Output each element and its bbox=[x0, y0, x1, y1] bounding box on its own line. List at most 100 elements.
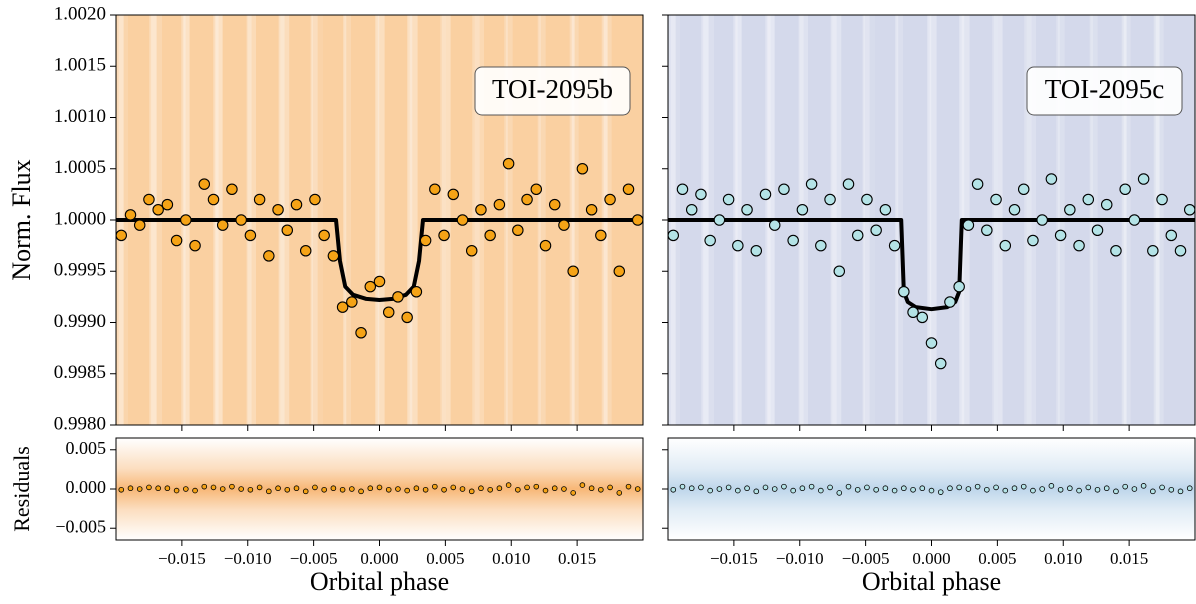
data-point bbox=[762, 484, 769, 491]
data-point bbox=[1082, 193, 1095, 206]
data-point bbox=[1054, 229, 1067, 242]
data-point bbox=[318, 229, 330, 242]
data-point bbox=[1174, 245, 1187, 257]
data-point bbox=[542, 487, 549, 494]
data-point bbox=[302, 488, 309, 495]
data-point bbox=[533, 483, 540, 490]
annotation: TOI-2095c bbox=[1045, 74, 1164, 104]
data-point bbox=[1036, 214, 1048, 226]
data-point bbox=[281, 224, 294, 237]
data-point bbox=[468, 488, 475, 495]
data-point bbox=[1073, 239, 1085, 252]
data-point bbox=[1128, 214, 1141, 226]
data-point bbox=[180, 214, 192, 226]
x-tick-label: 0.015 bbox=[1110, 549, 1148, 568]
data-point bbox=[336, 301, 349, 313]
data-point bbox=[845, 483, 852, 490]
plot-area bbox=[118, 482, 641, 496]
data-point bbox=[263, 250, 275, 262]
data-point bbox=[226, 183, 238, 196]
data-point bbox=[170, 234, 183, 247]
data-point bbox=[925, 337, 938, 349]
data-point bbox=[625, 483, 632, 490]
data-point bbox=[707, 487, 713, 494]
data-point bbox=[944, 296, 956, 308]
data-point bbox=[376, 484, 383, 491]
model-line bbox=[668, 218, 1195, 312]
data-point bbox=[133, 219, 146, 231]
plot-area bbox=[668, 173, 1195, 370]
data-point bbox=[604, 193, 616, 206]
data-point bbox=[854, 486, 861, 493]
data-point bbox=[373, 275, 386, 288]
data-point bbox=[321, 486, 327, 493]
data-point bbox=[891, 487, 898, 494]
data-point bbox=[392, 291, 404, 303]
data-point bbox=[238, 486, 244, 492]
data-point bbox=[198, 178, 211, 190]
axes-frame bbox=[115, 437, 644, 541]
data-point bbox=[152, 204, 164, 216]
band-stripe bbox=[927, 15, 931, 425]
data-point bbox=[355, 326, 367, 339]
band-stripe bbox=[410, 15, 418, 425]
data-point bbox=[216, 219, 229, 231]
data-point bbox=[622, 183, 635, 196]
x-axis-label: Orbital phase bbox=[862, 567, 1001, 596]
data-point bbox=[244, 229, 257, 242]
data-point bbox=[753, 488, 760, 495]
data-point bbox=[484, 229, 496, 242]
x-tick-label: 0.000 bbox=[912, 549, 950, 568]
data-point bbox=[695, 188, 707, 201]
data-point bbox=[548, 198, 561, 211]
data-point bbox=[1002, 487, 1009, 494]
data-point bbox=[1150, 488, 1156, 495]
y-tick-label: 1.0000 bbox=[54, 208, 106, 229]
data-point bbox=[1085, 484, 1092, 491]
data-point bbox=[299, 245, 312, 257]
data-point bbox=[382, 306, 395, 318]
data-point bbox=[698, 484, 704, 491]
data-point bbox=[722, 193, 735, 206]
data-point bbox=[312, 484, 318, 491]
data-point bbox=[339, 486, 346, 493]
data-point bbox=[579, 482, 586, 488]
data-point bbox=[879, 204, 892, 216]
data-point bbox=[456, 214, 469, 226]
data-point bbox=[993, 484, 999, 491]
data-point bbox=[827, 484, 833, 491]
data-point bbox=[290, 198, 303, 211]
band-stripe bbox=[375, 15, 379, 425]
x-tick-label: −0.005 bbox=[290, 549, 338, 568]
data-point bbox=[284, 486, 291, 493]
data-point bbox=[1076, 487, 1082, 494]
data-point bbox=[910, 486, 916, 493]
plot-area bbox=[116, 157, 643, 339]
data-point bbox=[1110, 245, 1122, 257]
data-point bbox=[1048, 483, 1055, 489]
data-point bbox=[364, 280, 377, 293]
data-point bbox=[1103, 485, 1110, 492]
data-point bbox=[842, 178, 855, 190]
data-point bbox=[272, 204, 284, 216]
data-point bbox=[971, 178, 984, 190]
data-point bbox=[805, 178, 818, 190]
data-point bbox=[173, 487, 180, 494]
y-axis-label: Norm. Flux bbox=[7, 159, 36, 280]
data-point bbox=[1122, 483, 1128, 490]
data-point bbox=[999, 239, 1012, 252]
data-point bbox=[1011, 485, 1018, 492]
data-point bbox=[475, 204, 487, 216]
data-point bbox=[136, 486, 143, 492]
band-stripe bbox=[409, 15, 413, 425]
data-point bbox=[882, 485, 889, 492]
data-point bbox=[741, 204, 753, 216]
data-point bbox=[275, 485, 281, 492]
data-point bbox=[1100, 198, 1113, 211]
data-point bbox=[219, 486, 226, 492]
data-point bbox=[585, 204, 598, 216]
data-point bbox=[1177, 488, 1184, 495]
y-tick-label: 1.0020 bbox=[54, 3, 106, 24]
data-point bbox=[1020, 483, 1027, 490]
y-tick-label: 0.9995 bbox=[54, 260, 106, 281]
